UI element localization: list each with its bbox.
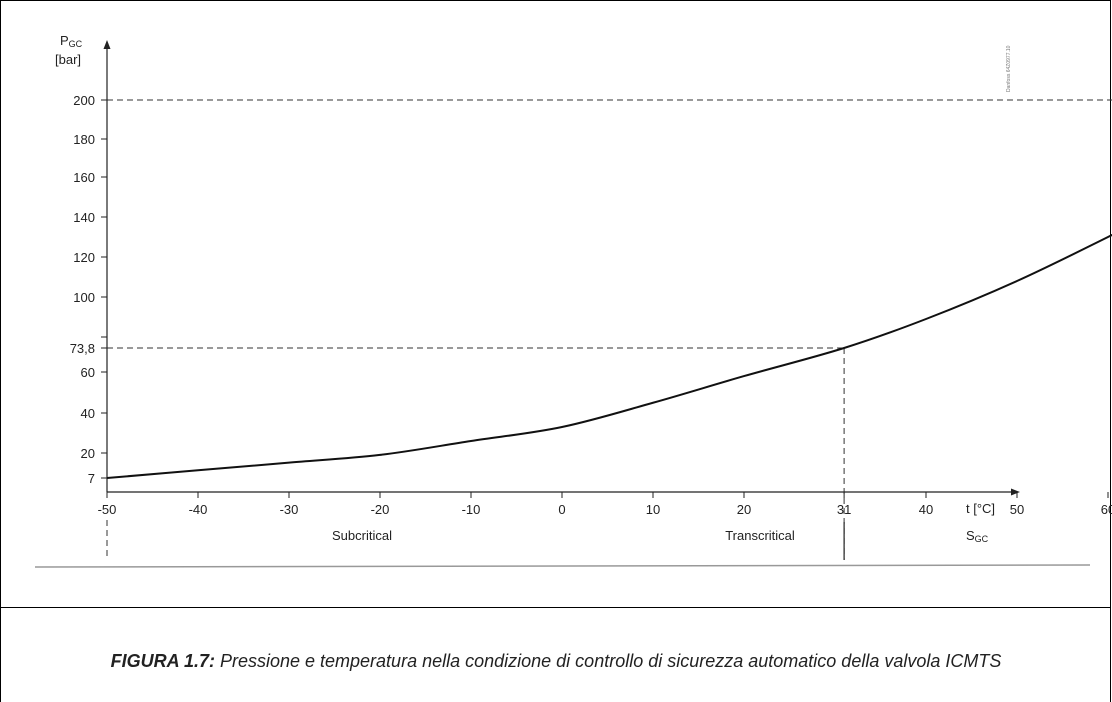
y-tick-label: 120 xyxy=(73,250,95,265)
reference-lines xyxy=(34,99,1112,568)
x-tick-label: 10 xyxy=(646,502,660,517)
y-tick-label: 73,8 xyxy=(70,341,95,356)
x-tick-label: -10 xyxy=(462,502,481,517)
y-tick-label: 200 xyxy=(73,93,95,108)
y-tick-label: 20 xyxy=(81,446,95,461)
y-axis-unit: [bar] xyxy=(55,52,81,67)
tick-marks xyxy=(101,99,1109,498)
x-tick-label: 50 xyxy=(1010,502,1024,517)
series xyxy=(106,233,1112,479)
y-tick-label: 140 xyxy=(73,210,95,225)
x-tick-label: -50 xyxy=(98,502,117,517)
x-secondary-title: SGC xyxy=(966,528,989,544)
figure-caption: FIGURA 1.7: Pressione e temperatura nell… xyxy=(20,650,1092,672)
x-axis-arrow xyxy=(1011,488,1020,496)
y-tick-label: 40 xyxy=(81,406,95,421)
y-axis-arrow xyxy=(103,40,111,49)
y-tick-label: 7 xyxy=(88,471,95,486)
series-line xyxy=(106,233,1112,479)
y-axis-title: PGC xyxy=(60,33,83,49)
x-axis-title: t [°C] xyxy=(966,501,995,516)
x-tick-label: 31 xyxy=(837,502,851,517)
y-tick-label: 60 xyxy=(81,365,95,380)
x-tick-label: 60 xyxy=(1101,502,1112,517)
y-tick-label: 180 xyxy=(73,132,95,147)
region-label-subcritical: Subcritical xyxy=(332,528,392,543)
x-tick-label: 40 xyxy=(919,502,933,517)
x-tick-label: -30 xyxy=(280,502,299,517)
y-tick-label: 160 xyxy=(73,170,95,185)
axes xyxy=(103,40,1020,496)
x-tick-label: 20 xyxy=(737,502,751,517)
caption-prefix: FIGURA 1.7: xyxy=(110,651,215,671)
watermark-text: Danfoss 64Z0977.10 xyxy=(1006,45,1012,92)
x-tick-label: -20 xyxy=(371,502,390,517)
x-tick-label: -40 xyxy=(189,502,208,517)
x-tick-label: 0 xyxy=(558,502,565,517)
caption-text: Pressione e temperatura nella condizione… xyxy=(214,651,1002,671)
figure-separator xyxy=(0,607,1111,608)
bottom-rule xyxy=(34,564,1091,568)
region-label-transcritical: Transcritical xyxy=(725,528,795,543)
y-tick-label: 100 xyxy=(73,290,95,305)
